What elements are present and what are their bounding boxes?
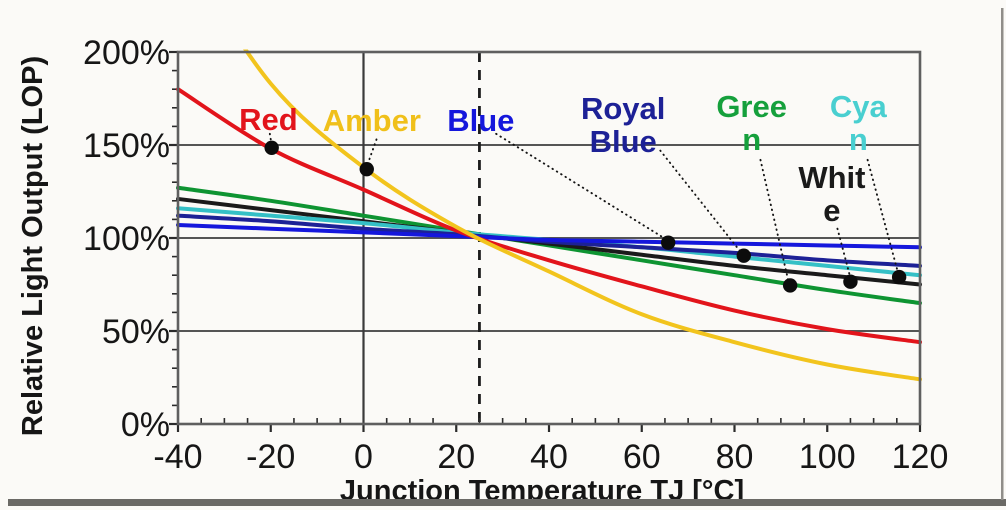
x-tick-label--40: -40 [153,438,202,476]
x-tick-label--20: -20 [246,438,295,476]
marker-dot-blue [660,235,676,250]
leader-line-royalblue [659,149,743,254]
x-tick-label-100: 100 [799,438,856,476]
plot-border [176,50,922,426]
marker-dot-cyan [891,269,907,285]
marker-dot-royalblue [736,248,751,263]
y-tick-label-0: 0% [121,406,170,444]
y-tick-label-50: 50% [102,313,170,351]
x-tick-label-120: 120 [892,438,949,476]
series-label-line: Red [239,102,298,137]
series-label-line: Whit [798,160,865,195]
curve-red [176,87,922,345]
curve-amber [243,49,922,382]
series-label-amber: Amber [323,103,421,138]
leader-line-green [759,158,790,284]
series-label-royalblue: Royal Blue [581,91,665,159]
x-tick-label-80: 80 [716,438,754,476]
series-label-line: n [742,122,761,157]
frame-bottom-edge [8,499,1006,506]
series-label-line: Royal [581,91,665,126]
curves-group [176,49,922,382]
marker-dot-amber [359,161,374,177]
series-label-green: Gree n [716,89,787,157]
series-label-line: n [849,122,868,157]
series-label-red: Red [239,102,298,137]
series-label-line: Amber [323,103,421,138]
series-label-blue: Blue [447,103,514,138]
frame-right-edge [1001,8,1004,500]
series-label-white: Whit e [798,160,865,228]
series-label-line: Gree [716,89,787,124]
marker-dot-red [264,140,279,155]
series-label-line: e [823,193,840,228]
y-tick-label-100: 100% [83,220,170,258]
leader-line-blue [495,132,665,239]
series-label-line: Cya [830,89,888,124]
y-axis-title: Relative Light Output (LOP) [17,56,49,436]
x-tick-label-0: 0 [354,438,373,476]
leader-line-white [836,227,852,279]
leader-line-amber [366,138,378,167]
marker-dot-green [782,278,798,293]
series-label-line: Blue [590,124,657,159]
x-tick-label-60: 60 [623,438,661,476]
series-label-line: Blue [447,103,514,138]
x-tick-label-20: 20 [437,438,475,476]
x-tick-label-40: 40 [530,438,568,476]
y-tick-label-150: 150% [83,127,170,165]
y-tick-label-200: 200% [83,34,170,72]
series-label-cyan: Cya n [830,89,888,157]
leader-line-cyan [866,158,900,275]
curve-blue [176,222,922,250]
marker-dot-white [843,274,858,289]
